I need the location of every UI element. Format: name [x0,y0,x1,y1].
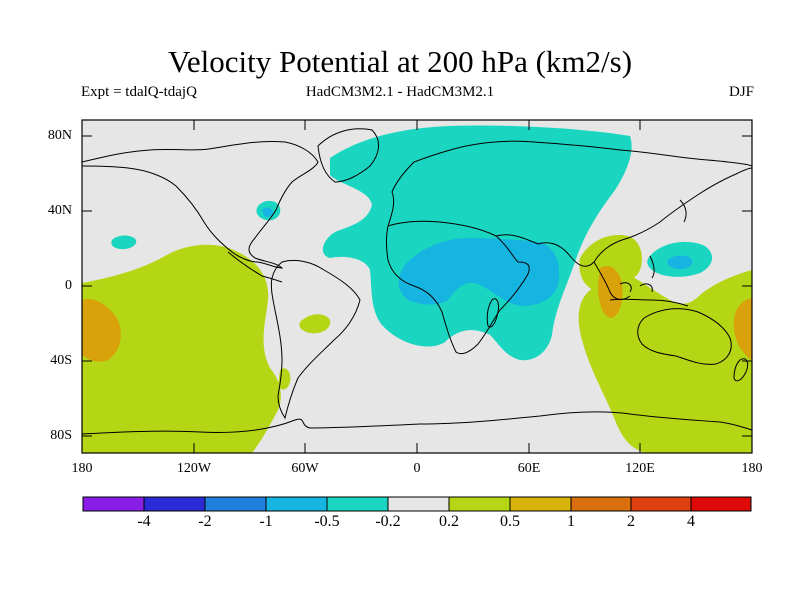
colorbar-box-7 [448,496,511,512]
lon-label-180w: 180 [71,461,93,476]
lat-label-80n: 80N [47,128,72,143]
coastlines [82,128,752,435]
colorbar-box-9 [570,496,632,512]
lon-label-180e: 180 [741,461,763,476]
lat-label-80s: 80S [50,428,72,443]
colorbar-label-0-2: 0.2 [439,513,459,530]
colorbar-label-neg2: -2 [198,513,212,530]
lon-label-120e: 120E [625,461,655,476]
colorbar-box-6 [387,496,450,512]
coastline-australia [637,308,732,365]
coastline-greenland [317,128,379,183]
lat-ticks [82,135,752,437]
lon-ticks [193,120,641,453]
lat-label-0: 0 [65,278,72,293]
colorbar-label-1: 1 [567,513,575,530]
colorbar-box-8 [509,496,572,512]
colorbar-label-4: 4 [687,513,695,530]
lon-label-60w: 60W [291,461,319,476]
contour-orange-date-line [733,298,752,360]
map-title: Velocity Potential at 200 hPa (km2/s) [167,44,633,79]
map-plot-area [82,120,752,453]
colorbar-label-2: 2 [627,513,635,530]
colorbar-label-neg4: -4 [137,513,151,530]
lon-label-0: 0 [413,461,421,476]
colorbar-label-0-5: 0.5 [500,513,520,530]
lon-label-60e: 60E [517,461,541,476]
contour-negative-west-pacific-core [667,255,693,270]
model-label: HadCM3M2.1 - HadCM3M2.1 [305,84,495,100]
contour-positive-south-america [299,314,331,334]
colorbar-box-3 [204,496,267,512]
contour-positive-west-pacific [578,270,752,453]
colorbar-box-4 [265,496,328,512]
lat-label-40n: 40N [47,203,72,218]
contour-positive-asia-maritime [579,234,642,292]
coastline-madagascar [486,298,499,328]
coastline-north-america [82,140,319,269]
colorbar-box-5 [326,496,389,512]
coastline-central-america [227,251,283,283]
contour-negative-africa-core [398,238,560,306]
colorbar [82,496,752,512]
colorbar-box-11 [690,496,752,512]
season-label: DJF [728,84,754,100]
colorbar-label-neg0-2: -0.2 [375,513,401,530]
contour-negative-central-pacific [111,235,137,250]
lat-label-40s: 40S [50,353,72,368]
coastline-antarctica [82,411,752,435]
colorbar-box-2 [143,496,206,512]
coastline-europe [387,140,752,227]
coastline-asia-south [495,167,752,267]
coastline-south-america [270,259,361,420]
colorbar-box-10 [630,496,692,512]
coastline-indonesia [609,282,689,307]
contour-orange-central-pacific [82,299,121,362]
contour-positive-east-pacific [82,244,281,453]
colorbar-label-neg1: -1 [259,513,273,530]
colorbar-label-neg0-5: -0.5 [314,513,340,530]
coastline-africa [386,220,530,355]
experiment-label: Expt = tdalQ-tdajQ [81,84,197,100]
lon-label-120w: 120W [176,461,212,476]
colorbar-box-1 [82,496,145,512]
contour-negative-us-core [262,207,273,217]
coastline-philippines-japan [649,199,687,279]
